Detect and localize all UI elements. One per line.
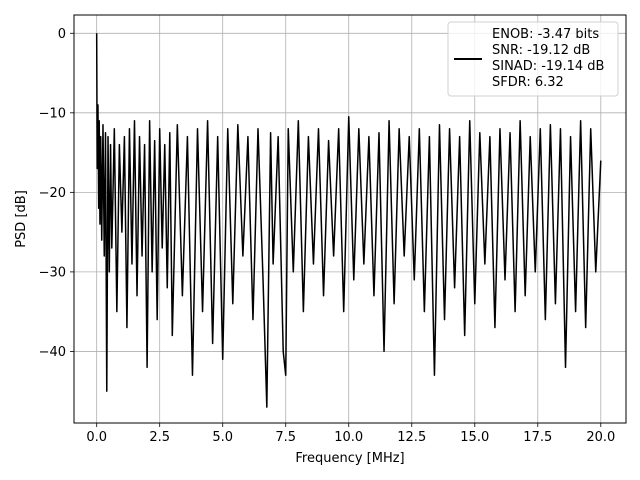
x-tick-label: 17.5 (523, 430, 552, 445)
legend-enob: ENOB: -3.47 bits (492, 27, 599, 42)
y-tick-label: −10 (39, 106, 66, 121)
x-tick-label: 15.0 (460, 430, 489, 445)
legend-sinad: SINAD: -19.14 dB (492, 59, 604, 74)
x-axis-label: Frequency [MHz] (295, 451, 404, 466)
psd-trace (95, 33, 602, 408)
legend: ENOB: -3.47 bits SNR: -19.12 dB SINAD: -… (447, 21, 619, 97)
psd-trace-layer (95, 33, 602, 408)
y-axis-label: PSD [dB] (14, 190, 29, 248)
x-tick-label: 10.0 (334, 430, 363, 445)
x-tick-label: 0.0 (86, 430, 107, 445)
x-tick-label: 2.5 (149, 430, 170, 445)
y-tick-label: −40 (39, 345, 66, 360)
y-tick-label: −20 (39, 186, 66, 201)
x-tick-label: 5.0 (212, 430, 233, 445)
legend-snr: SNR: -19.12 dB (492, 43, 590, 58)
legend-sfdr: SFDR: 6.32 (492, 75, 564, 90)
y-tick-label: 0 (58, 27, 66, 42)
x-tick-label: 20.0 (586, 430, 615, 445)
x-tick-label: 7.5 (275, 430, 296, 445)
x-tick-label: 12.5 (397, 430, 426, 445)
plot-frame (73, 14, 627, 424)
legend-box (447, 21, 619, 97)
y-tick-label: −30 (39, 265, 66, 280)
axis-ticks: 0.0 2.5 5.0 7.5 10.0 12.5 15.0 17.5 20.0 0 −10 −20 −… (39, 27, 616, 445)
